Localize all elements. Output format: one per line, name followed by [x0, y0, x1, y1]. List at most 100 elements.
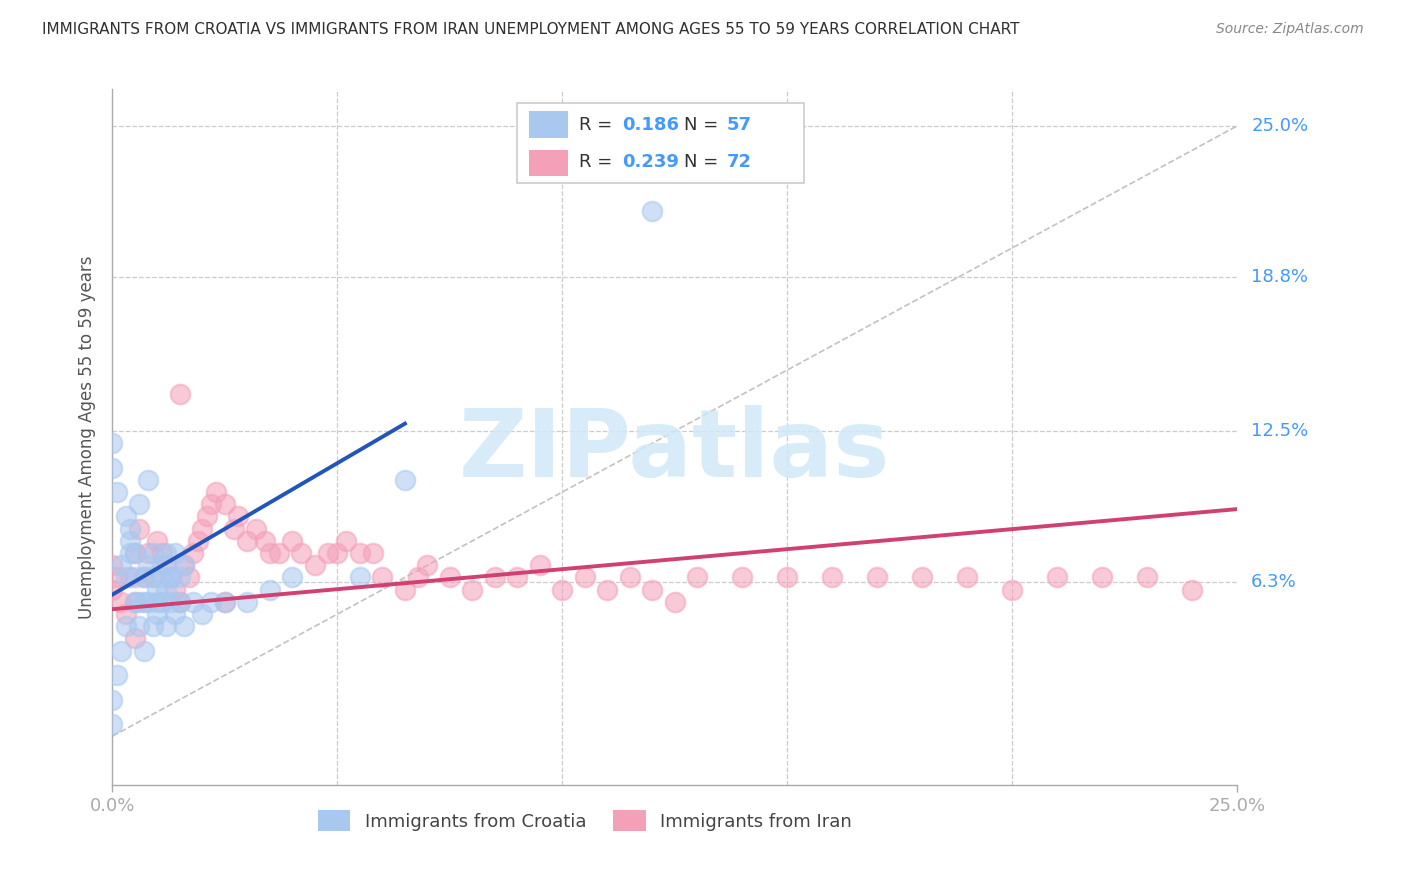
Point	[124, 595, 146, 609]
Text: ZIPatlas: ZIPatlas	[460, 405, 890, 497]
Point	[160, 570, 183, 584]
Legend: Immigrants from Croatia, Immigrants from Iran: Immigrants from Croatia, Immigrants from…	[311, 804, 859, 838]
Point	[155, 558, 177, 573]
Point	[1181, 582, 1204, 597]
Text: 25.0%: 25.0%	[1251, 117, 1309, 135]
Point	[173, 619, 195, 633]
Text: 6.3%: 6.3%	[1251, 574, 1296, 591]
Text: 0.186: 0.186	[621, 116, 679, 134]
Point	[776, 570, 799, 584]
Point	[142, 570, 165, 584]
Point	[259, 546, 281, 560]
Point	[200, 595, 222, 609]
Text: 18.8%: 18.8%	[1251, 268, 1308, 286]
Point	[150, 570, 173, 584]
Point	[169, 570, 191, 584]
Point	[115, 619, 138, 633]
Point	[191, 522, 214, 536]
Point	[394, 473, 416, 487]
Text: N =: N =	[683, 116, 724, 134]
Point	[110, 595, 132, 609]
Point	[911, 570, 934, 584]
Point	[124, 546, 146, 560]
Point	[349, 570, 371, 584]
Point	[335, 533, 357, 548]
Point	[183, 546, 205, 560]
Point	[228, 509, 250, 524]
Point	[236, 533, 259, 548]
Y-axis label: Unemployment Among Ages 55 to 59 years: Unemployment Among Ages 55 to 59 years	[77, 255, 96, 619]
FancyBboxPatch shape	[517, 103, 804, 183]
Point	[146, 595, 169, 609]
Point	[101, 582, 124, 597]
Point	[138, 595, 160, 609]
Point	[132, 570, 155, 584]
Point	[142, 570, 165, 584]
Point	[529, 558, 551, 573]
Point	[120, 546, 142, 560]
Text: IMMIGRANTS FROM CROATIA VS IMMIGRANTS FROM IRAN UNEMPLOYMENT AMONG AGES 55 TO 59: IMMIGRANTS FROM CROATIA VS IMMIGRANTS FR…	[42, 22, 1019, 37]
Point	[124, 595, 146, 609]
Point	[205, 485, 228, 500]
Point	[146, 582, 169, 597]
Point	[439, 570, 461, 584]
Point	[150, 558, 173, 573]
Point	[318, 546, 340, 560]
Point	[150, 546, 173, 560]
Point	[1001, 582, 1024, 597]
Point	[110, 643, 132, 657]
Point	[349, 546, 371, 560]
Point	[150, 595, 173, 609]
Point	[115, 570, 138, 584]
Point	[138, 473, 160, 487]
Point	[195, 509, 218, 524]
Point	[596, 582, 619, 597]
Point	[461, 582, 484, 597]
Point	[574, 570, 596, 584]
Point	[254, 533, 277, 548]
Point	[363, 546, 385, 560]
Point	[619, 570, 641, 584]
Point	[1046, 570, 1069, 584]
Point	[101, 436, 124, 450]
Point	[165, 546, 187, 560]
Point	[267, 546, 290, 560]
Point	[191, 607, 214, 621]
Point	[866, 570, 889, 584]
Point	[142, 546, 165, 560]
Point	[259, 582, 281, 597]
Point	[1091, 570, 1114, 584]
Point	[128, 497, 150, 511]
Point	[101, 558, 124, 573]
Point	[408, 570, 430, 584]
Point	[120, 570, 142, 584]
Point	[484, 570, 506, 584]
Point	[128, 595, 150, 609]
Point	[506, 570, 529, 584]
Point	[173, 558, 195, 573]
Point	[105, 668, 128, 682]
Point	[371, 570, 394, 584]
Point	[641, 204, 664, 219]
Point	[160, 570, 183, 584]
Point	[821, 570, 844, 584]
Point	[146, 607, 169, 621]
Point	[281, 533, 304, 548]
Text: 12.5%: 12.5%	[1251, 422, 1309, 440]
Point	[132, 595, 155, 609]
Point	[187, 533, 209, 548]
Point	[101, 717, 124, 731]
Point	[101, 692, 124, 706]
Point	[115, 607, 138, 621]
Point	[124, 570, 146, 584]
Point	[124, 546, 146, 560]
Text: N =: N =	[683, 153, 724, 171]
Point	[169, 387, 191, 401]
Point	[155, 619, 177, 633]
Point	[664, 595, 686, 609]
Text: R =: R =	[579, 116, 619, 134]
Point	[394, 582, 416, 597]
Point	[281, 570, 304, 584]
Point	[105, 570, 128, 584]
FancyBboxPatch shape	[529, 112, 568, 138]
